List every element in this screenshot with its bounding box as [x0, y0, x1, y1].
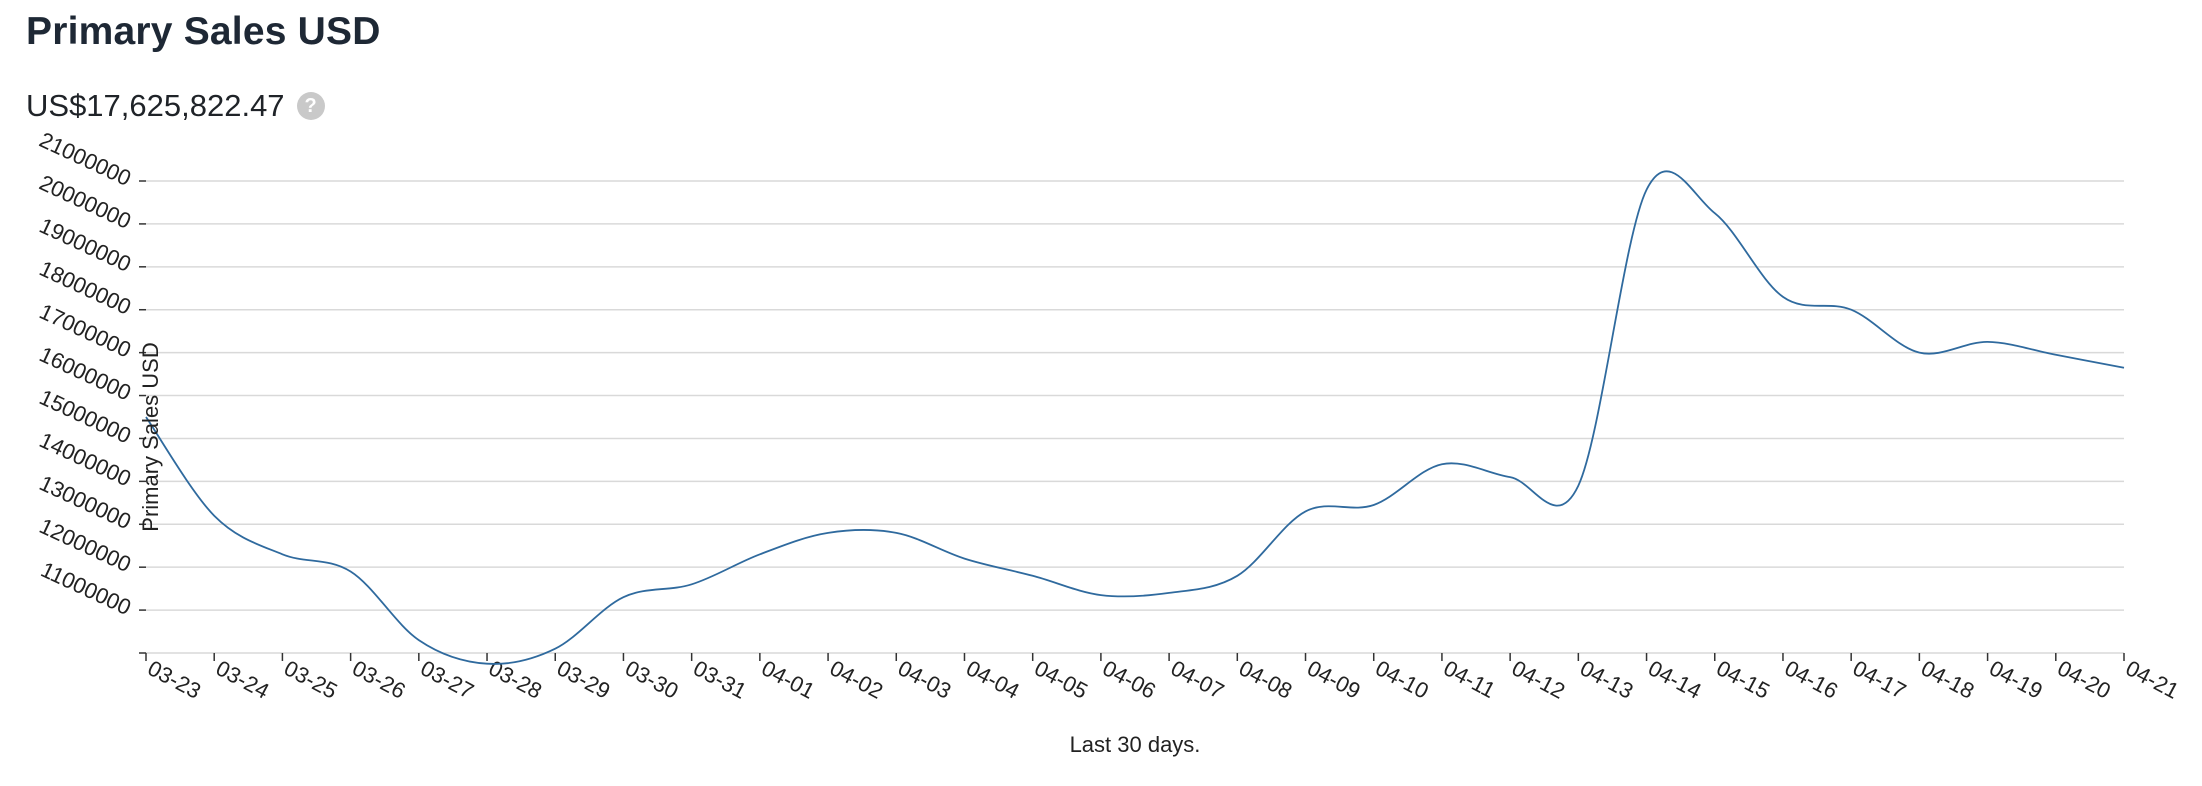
y-tick-label: 18000000 — [36, 256, 135, 320]
x-tick-label: 04-09 — [1303, 655, 1364, 703]
sales-series-line — [145, 170, 2125, 665]
x-tick-label: 04-05 — [1030, 655, 1091, 703]
y-tick-label: 13000000 — [36, 470, 135, 534]
total-sales-value: US$17,625,822.47 — [26, 88, 285, 123]
x-tick-label: 03-25 — [280, 655, 341, 703]
x-tick-label: 04-01 — [758, 655, 819, 703]
y-tick-label: 16000000 — [36, 341, 135, 405]
x-tick-label: 04-07 — [1167, 655, 1228, 703]
question-circle-icon[interactable]: ? — [296, 92, 325, 120]
y-tick-label: 14000000 — [36, 427, 135, 491]
x-tick-label: 04-02 — [826, 655, 887, 703]
x-tick-label: 03-31 — [689, 655, 750, 703]
x-tick-label: 04-18 — [1917, 655, 1978, 703]
page-title: Primary Sales USD — [26, 10, 381, 53]
x-tick-label: 04-06 — [1099, 655, 1160, 703]
x-tick-label: 04-13 — [1576, 655, 1637, 703]
x-tick-label: 04-11 — [1440, 655, 1500, 703]
x-tick-label: 04-14 — [1644, 655, 1705, 703]
y-tick-label: 21000000 — [36, 127, 135, 191]
y-tick-label: 17000000 — [36, 299, 135, 363]
x-tick-label: 04-04 — [962, 655, 1023, 703]
x-tick-label: 04-16 — [1781, 655, 1842, 703]
y-tick-label: 12000000 — [36, 513, 135, 577]
y-tick-label: 19000000 — [36, 213, 135, 277]
x-tick-label: 04-19 — [1985, 655, 2046, 703]
x-tick-label: 03-26 — [348, 655, 409, 703]
x-axis-ticks: 03-23 03-24 03-25 03-26 03-27 03-28 03-29 03-30… — [144, 653, 2183, 704]
x-tick-label: 04-17 — [1849, 655, 1910, 703]
y-tick-label: 20000000 — [36, 170, 135, 234]
x-tick-label: 03-27 — [416, 655, 477, 703]
y-tick-label: 11000000 — [37, 557, 135, 620]
x-tick-label: 04-03 — [894, 655, 955, 703]
x-tick-label: 04-21 — [2122, 655, 2183, 703]
x-tick-label: 03-23 — [144, 655, 205, 703]
x-axis-label: Last 30 days. — [1070, 732, 1201, 757]
x-tick-label: 04-08 — [1235, 655, 1296, 703]
total-summary: US$17,625,822.47 ? — [26, 88, 325, 124]
x-tick-label: 03-28 — [485, 655, 546, 703]
x-tick-label: 04-15 — [1712, 655, 1773, 703]
x-tick-label: 04-12 — [1508, 655, 1569, 703]
y-axis-ticks: 1100000012000000130000001400000015000000… — [36, 127, 146, 654]
y-axis-label: Primary Sales USD — [138, 342, 163, 531]
x-tick-label: 04-20 — [2053, 655, 2114, 703]
x-tick-label: 03-29 — [553, 655, 614, 703]
chart-grid — [146, 180, 2124, 654]
x-tick-label: 03-24 — [212, 655, 273, 703]
x-tick-label: 04-10 — [1371, 655, 1432, 703]
x-tick-label: 03-30 — [621, 655, 682, 703]
y-tick-label: 15000000 — [36, 384, 135, 448]
